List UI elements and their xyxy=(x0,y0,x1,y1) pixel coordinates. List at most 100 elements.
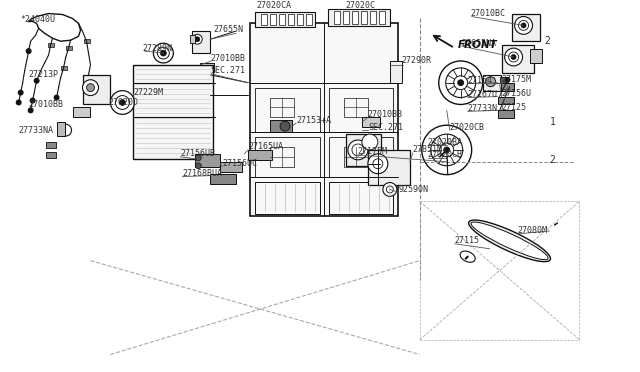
Bar xyxy=(255,137,320,177)
Text: 27290R: 27290R xyxy=(402,57,432,65)
Circle shape xyxy=(120,100,125,105)
Bar xyxy=(210,174,236,183)
Bar xyxy=(483,75,500,91)
Text: SEC.271: SEC.271 xyxy=(368,123,403,132)
Bar xyxy=(328,9,390,26)
Bar xyxy=(61,66,67,70)
Text: 27020CA: 27020CA xyxy=(256,1,291,10)
Text: 27020CB: 27020CB xyxy=(450,123,484,132)
Text: 27020C: 27020C xyxy=(345,1,375,10)
Circle shape xyxy=(373,159,383,169)
Circle shape xyxy=(26,49,31,54)
Circle shape xyxy=(157,47,170,59)
Text: 27010BB: 27010BB xyxy=(368,110,403,119)
Circle shape xyxy=(115,96,129,109)
Text: 2: 2 xyxy=(550,155,556,165)
Circle shape xyxy=(352,144,364,156)
Circle shape xyxy=(362,134,378,150)
Text: 27289N: 27289N xyxy=(142,44,172,52)
Bar xyxy=(368,150,410,185)
Circle shape xyxy=(368,154,388,174)
Circle shape xyxy=(444,147,450,153)
Bar xyxy=(329,182,393,214)
Text: 27175M: 27175M xyxy=(502,75,532,84)
Bar xyxy=(352,10,358,25)
Bar xyxy=(270,120,292,132)
Circle shape xyxy=(280,121,290,131)
Bar xyxy=(45,152,56,158)
Text: 27080M: 27080M xyxy=(518,227,548,235)
Circle shape xyxy=(28,108,33,113)
Circle shape xyxy=(195,37,200,42)
Text: 27020BA: 27020BA xyxy=(428,138,463,147)
Bar xyxy=(297,13,303,25)
Text: 27020CB: 27020CB xyxy=(428,150,463,159)
Bar xyxy=(279,13,285,25)
Circle shape xyxy=(504,48,522,66)
Bar xyxy=(502,45,534,73)
Circle shape xyxy=(86,84,95,92)
Circle shape xyxy=(195,155,201,161)
Circle shape xyxy=(161,50,166,56)
Bar xyxy=(498,97,513,105)
Circle shape xyxy=(60,124,72,136)
Text: 27168BUA: 27168BUA xyxy=(182,169,222,178)
Circle shape xyxy=(195,163,201,169)
Circle shape xyxy=(521,23,526,28)
Circle shape xyxy=(34,78,39,83)
Circle shape xyxy=(111,91,134,114)
Text: 2: 2 xyxy=(545,36,550,46)
Bar xyxy=(220,162,242,171)
Text: FRONT: FRONT xyxy=(458,40,497,50)
Text: 27175M: 27175M xyxy=(358,147,388,156)
Bar xyxy=(72,108,90,117)
Text: 27655NA: 27655NA xyxy=(461,39,497,48)
Circle shape xyxy=(458,80,464,86)
Text: 27733N: 27733N xyxy=(468,104,498,113)
Text: SEC.271: SEC.271 xyxy=(210,66,245,76)
Text: *24040U: *24040U xyxy=(20,15,56,24)
Bar xyxy=(47,43,54,47)
Bar xyxy=(390,61,402,83)
Text: 27851M: 27851M xyxy=(413,145,443,154)
Bar xyxy=(379,10,385,25)
Text: 27655N: 27655N xyxy=(213,25,243,34)
Bar xyxy=(344,147,368,167)
Text: 27010BB: 27010BB xyxy=(210,54,245,62)
Circle shape xyxy=(18,90,23,95)
Text: 1: 1 xyxy=(550,117,556,127)
Bar xyxy=(306,13,312,25)
Bar xyxy=(65,46,72,50)
Text: 27156UC: 27156UC xyxy=(222,159,257,168)
Bar xyxy=(83,39,90,43)
Bar xyxy=(346,134,381,166)
Bar xyxy=(270,147,294,167)
Text: 27154: 27154 xyxy=(468,76,493,85)
Bar xyxy=(334,10,340,25)
Bar xyxy=(529,49,541,63)
Circle shape xyxy=(454,76,468,90)
Bar xyxy=(498,83,513,91)
Circle shape xyxy=(154,43,173,63)
Bar xyxy=(255,182,320,214)
Bar xyxy=(343,10,349,25)
Text: 27010BB: 27010BB xyxy=(29,100,63,109)
Text: 27213P: 27213P xyxy=(29,70,59,79)
Circle shape xyxy=(440,143,454,157)
Bar xyxy=(329,88,393,132)
Bar xyxy=(192,31,210,53)
Circle shape xyxy=(505,77,510,82)
Bar xyxy=(329,137,393,177)
Bar xyxy=(83,75,111,105)
Circle shape xyxy=(30,98,35,103)
Text: 27156U: 27156U xyxy=(502,89,532,98)
Text: 27115: 27115 xyxy=(454,236,480,246)
Text: 27733NA: 27733NA xyxy=(19,126,54,135)
Bar xyxy=(190,35,195,43)
Bar xyxy=(362,117,380,127)
Ellipse shape xyxy=(460,251,476,262)
Bar xyxy=(270,13,276,25)
Bar xyxy=(200,63,214,72)
Circle shape xyxy=(445,68,476,97)
Bar xyxy=(344,97,368,117)
